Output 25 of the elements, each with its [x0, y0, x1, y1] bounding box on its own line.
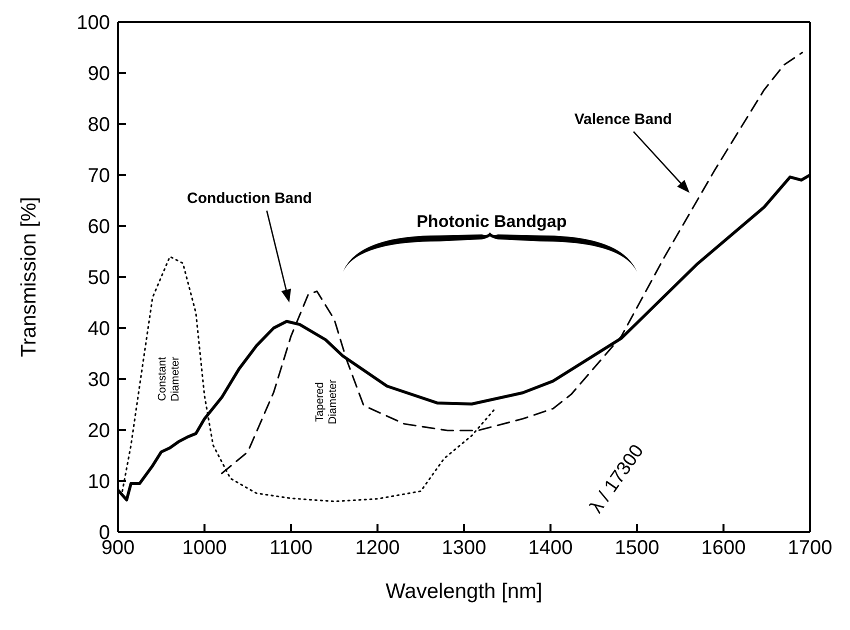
- y-tick-label: 80: [88, 114, 110, 136]
- x-tick-label: 1200: [355, 537, 400, 560]
- y-tick-label: 40: [88, 318, 110, 340]
- y-tick-label: 90: [88, 63, 110, 86]
- y-axis-title: Transmission [%]: [17, 196, 40, 358]
- y-tick-label: 20: [88, 420, 110, 442]
- x-tick-label: 1700: [788, 537, 832, 560]
- y-tick-label: 10: [88, 471, 110, 494]
- annotation: Valence Band: [574, 111, 672, 128]
- x-tick-label: 1500: [614, 537, 660, 560]
- annotation: Photonic Bandgap: [416, 212, 567, 231]
- x-tick-label: 1100: [269, 537, 313, 560]
- x-axis-title: Wavelength [nm]: [386, 580, 542, 603]
- annotation: Conduction Band: [186, 190, 312, 208]
- y-tick-label: 50: [88, 267, 110, 290]
- y-tick-label: 30: [88, 369, 110, 392]
- y-tick-label: 100: [76, 12, 110, 34]
- annotation: Tapered Diameter: [314, 379, 339, 424]
- y-tick-label: 60: [88, 216, 110, 238]
- x-tick-label: 1600: [701, 537, 746, 560]
- annotation: Constant Diameter: [156, 356, 182, 402]
- x-tick-label: 1000: [182, 537, 227, 560]
- y-tick-label: 70: [88, 165, 110, 188]
- x-tick-label: 1400: [528, 537, 573, 560]
- x-tick-label: 1300: [442, 537, 486, 560]
